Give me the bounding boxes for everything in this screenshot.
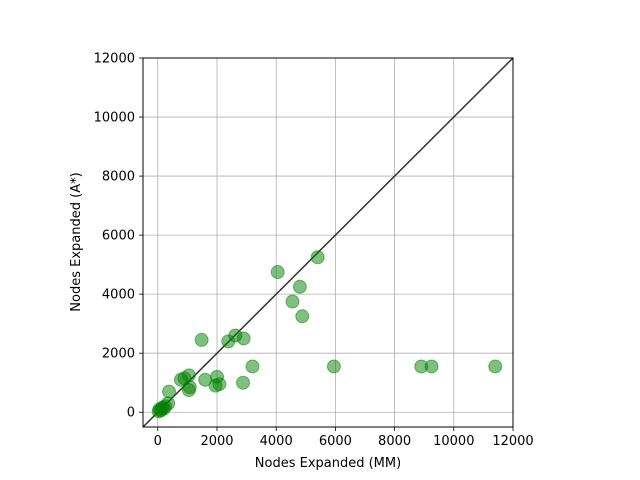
data-point [181, 368, 196, 383]
y-tick-label: 6000 [102, 229, 135, 244]
x-axis-label: Nodes Expanded (MM) [255, 456, 401, 471]
data-point [285, 294, 300, 309]
data-point [194, 332, 209, 347]
y-tick-label: 8000 [102, 170, 135, 185]
y-tick-label: 10000 [94, 111, 135, 126]
data-point [236, 331, 251, 346]
data-point [295, 309, 310, 324]
x-tick-label: 0 [154, 434, 162, 449]
data-point [488, 359, 503, 374]
x-tick-label: 10000 [433, 434, 474, 449]
x-tick-label: 2000 [200, 434, 233, 449]
data-point [236, 375, 251, 390]
data-point [270, 265, 285, 280]
data-point [162, 384, 177, 399]
data-point [424, 359, 439, 374]
diagonal-layer [142, 57, 514, 428]
y-tick-label: 12000 [94, 52, 135, 67]
diagonal-reference-line [142, 57, 514, 428]
x-tick-label: 6000 [319, 434, 352, 449]
x-tick-label: 12000 [492, 434, 533, 449]
data-point [326, 359, 341, 374]
x-tick-label: 4000 [260, 434, 293, 449]
y-tick-label: 4000 [102, 288, 135, 303]
data-point [182, 380, 197, 395]
data-point [161, 396, 176, 411]
data-point [292, 279, 307, 294]
data-point [310, 250, 325, 265]
ticks-layer: 0 2000 4000 6000 8000 10000 12000 0 2000 4000 6000… [94, 52, 534, 450]
data-point [212, 377, 227, 392]
data-point [245, 359, 260, 374]
y-tick-label: 0 [127, 406, 135, 421]
x-tick-label: 8000 [378, 434, 411, 449]
y-tick-label: 2000 [102, 347, 135, 362]
points-layer [151, 250, 503, 419]
plot-area-frame [142, 57, 514, 428]
y-axis-label: Nodes Expanded (A*) [69, 172, 84, 311]
